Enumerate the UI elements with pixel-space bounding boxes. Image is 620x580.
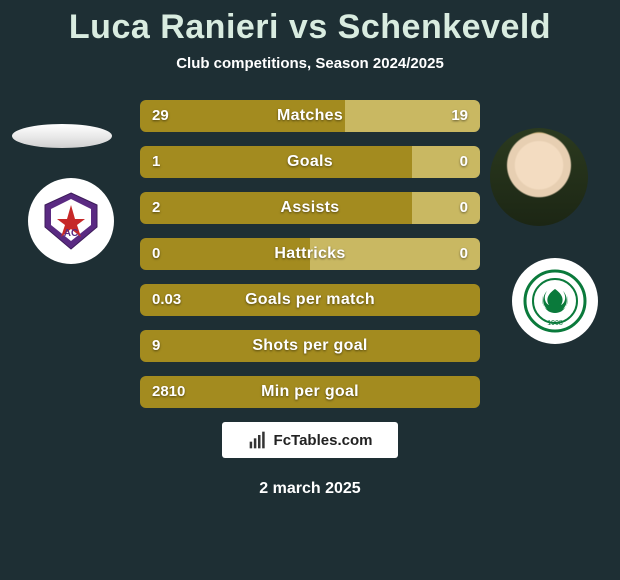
stat-label: Min per goal [140, 376, 480, 408]
page-title: Luca Ranieri vs Schenkeveld [0, 8, 620, 47]
watermark: FcTables.com [222, 422, 398, 458]
stats-list: 2919Matches 10Goals 20Assists 00Hattricks 0.… [140, 100, 480, 408]
stat-label: Goals per match [140, 284, 480, 316]
stat-row: 0.03Goals per match [140, 284, 480, 316]
chart-icon [248, 430, 268, 450]
date-label: 2 march 2025 [0, 480, 620, 498]
subtitle: Club competitions, Season 2024/2025 [0, 55, 620, 72]
club-left-logo: AC [28, 178, 114, 264]
stat-row: 2810Min per goal [140, 376, 480, 408]
player-right-avatar [490, 128, 588, 226]
comparison-card: Luca Ranieri vs Schenkeveld Club competi… [0, 0, 620, 580]
club-right-logo: 1908 [512, 258, 598, 344]
fiorentina-icon: AC [39, 189, 103, 253]
svg-text:AC: AC [64, 228, 78, 239]
stat-row: 9Shots per goal [140, 330, 480, 362]
stat-label: Hattricks [140, 238, 480, 270]
stat-row: 10Goals [140, 146, 480, 178]
stat-label: Assists [140, 192, 480, 224]
stat-label: Shots per goal [140, 330, 480, 362]
stat-row: 20Assists [140, 192, 480, 224]
svg-text:1908: 1908 [547, 320, 563, 327]
stat-row: 2919Matches [140, 100, 480, 132]
watermark-text: FcTables.com [274, 432, 373, 449]
stat-label: Goals [140, 146, 480, 178]
panathinaikos-icon: 1908 [523, 269, 587, 333]
player-left-avatar [12, 124, 112, 148]
stat-label: Matches [140, 100, 480, 132]
stat-row: 00Hattricks [140, 238, 480, 270]
